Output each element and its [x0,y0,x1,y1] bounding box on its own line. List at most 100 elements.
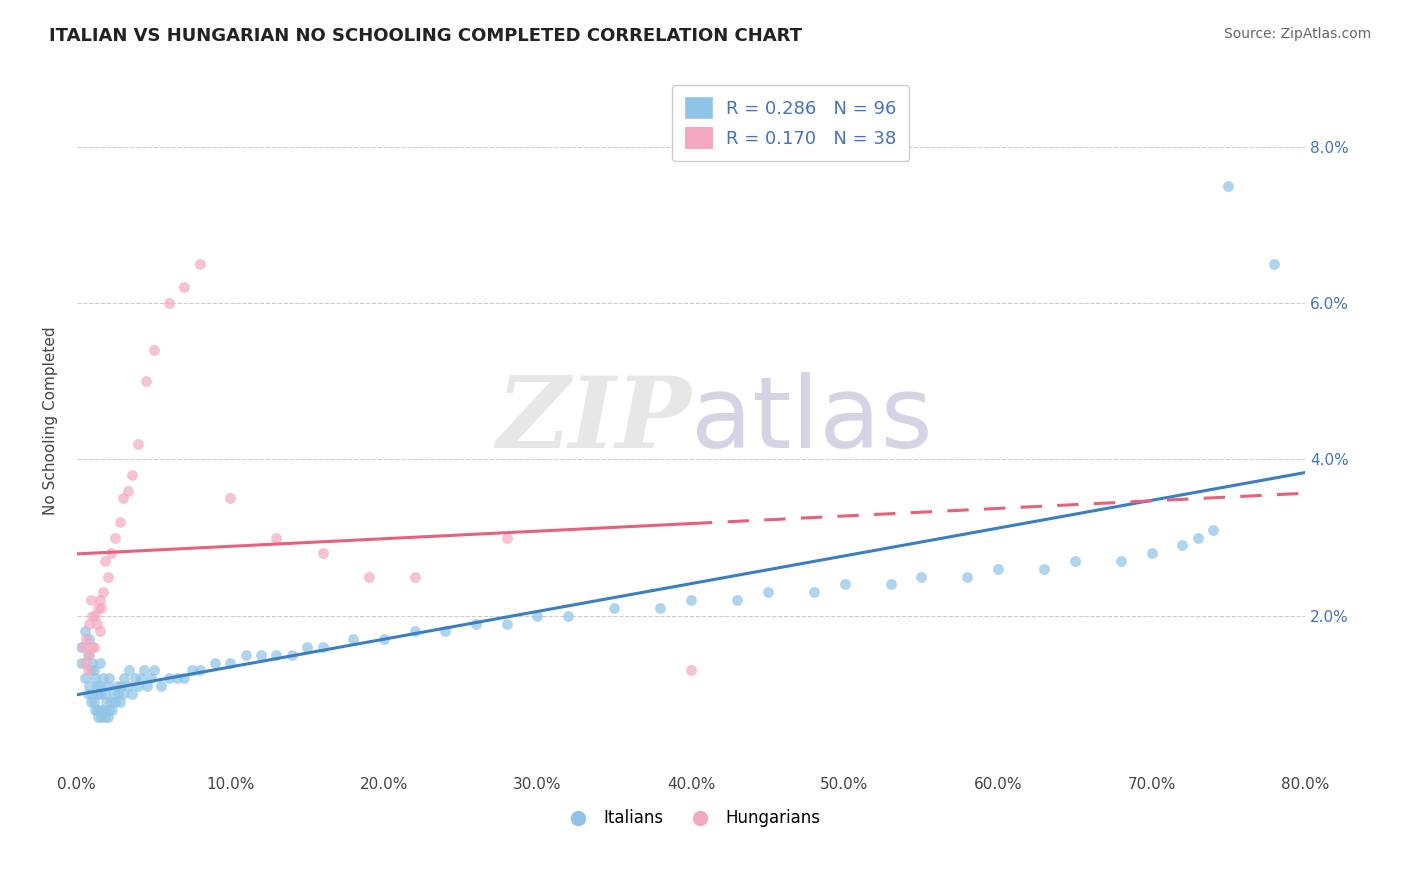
Point [142,343,165,357]
Point [105,679,128,693]
Point [76,687,98,701]
Point [84,671,107,685]
Point [89,679,111,693]
Point [80,593,103,607]
Point [173,280,195,294]
Point [603,600,626,615]
Point [100,546,122,560]
Point [127,436,149,450]
Point [84,608,107,623]
Point [124,671,146,685]
Point [76,664,98,678]
Point [108,515,131,529]
Text: Source: ZipAtlas.com: Source: ZipAtlas.com [1223,27,1371,41]
Point [89,702,111,716]
Point [266,531,288,545]
Point [86,679,108,693]
Point [295,640,318,654]
Point [82,687,104,701]
Point [97,569,120,583]
Point [118,664,141,678]
Point [1202,523,1225,537]
Point [77,648,100,662]
Point [131,671,153,685]
Point [1263,257,1285,271]
Point [557,608,579,623]
Point [83,664,105,678]
Point [357,569,380,583]
Point [108,695,131,709]
Point [70,640,93,654]
Point [97,679,120,693]
Point [910,569,932,583]
Point [83,695,105,709]
Point [94,695,117,709]
Point [157,296,180,310]
Point [70,656,93,670]
Point [87,687,110,701]
Point [75,632,97,647]
Point [679,664,702,678]
Point [139,671,162,685]
Point [956,569,979,583]
Point [84,702,107,716]
Point [77,632,100,647]
Point [679,593,702,607]
Point [104,695,127,709]
Point [725,593,748,607]
Point [188,664,211,678]
Point [879,577,901,591]
Point [107,687,129,701]
Point [987,562,1010,576]
Point [93,710,115,724]
Point [404,624,426,639]
Point [465,616,488,631]
Point [121,468,143,483]
Point [91,702,114,716]
Point [434,624,457,639]
Point [404,569,426,583]
Point [83,640,105,654]
Point [91,585,114,599]
Point [89,656,111,670]
Point [93,554,115,568]
Point [495,616,517,631]
Point [104,531,127,545]
Point [204,656,226,670]
Point [89,593,111,607]
Point [110,679,132,693]
Legend: Italians, Hungarians: Italians, Hungarians [555,803,827,834]
Point [135,374,157,388]
Point [311,640,333,654]
Point [134,664,156,678]
Point [166,671,188,685]
Point [650,600,672,615]
Point [142,664,165,678]
Point [90,710,112,724]
Point [373,632,395,647]
Point [97,710,120,724]
Point [100,695,122,709]
Point [117,483,139,498]
Point [756,585,779,599]
Point [86,616,108,631]
Point [803,585,825,599]
Point [103,687,125,701]
Point [526,608,548,623]
Text: ITALIAN VS HUNGARIAN NO SCHOOLING COMPLETED CORRELATION CHART: ITALIAN VS HUNGARIAN NO SCHOOLING COMPLE… [49,27,803,45]
Point [80,664,103,678]
Point [90,600,112,615]
Point [82,656,104,670]
Point [1218,178,1240,193]
Point [98,671,121,685]
Point [82,640,104,654]
Point [136,679,159,693]
Point [1187,531,1209,545]
Y-axis label: No Schooling Completed: No Schooling Completed [44,326,58,515]
Point [181,664,204,678]
Point [219,656,242,670]
Point [1033,562,1056,576]
Point [188,257,211,271]
Point [121,687,143,701]
Point [91,671,114,685]
